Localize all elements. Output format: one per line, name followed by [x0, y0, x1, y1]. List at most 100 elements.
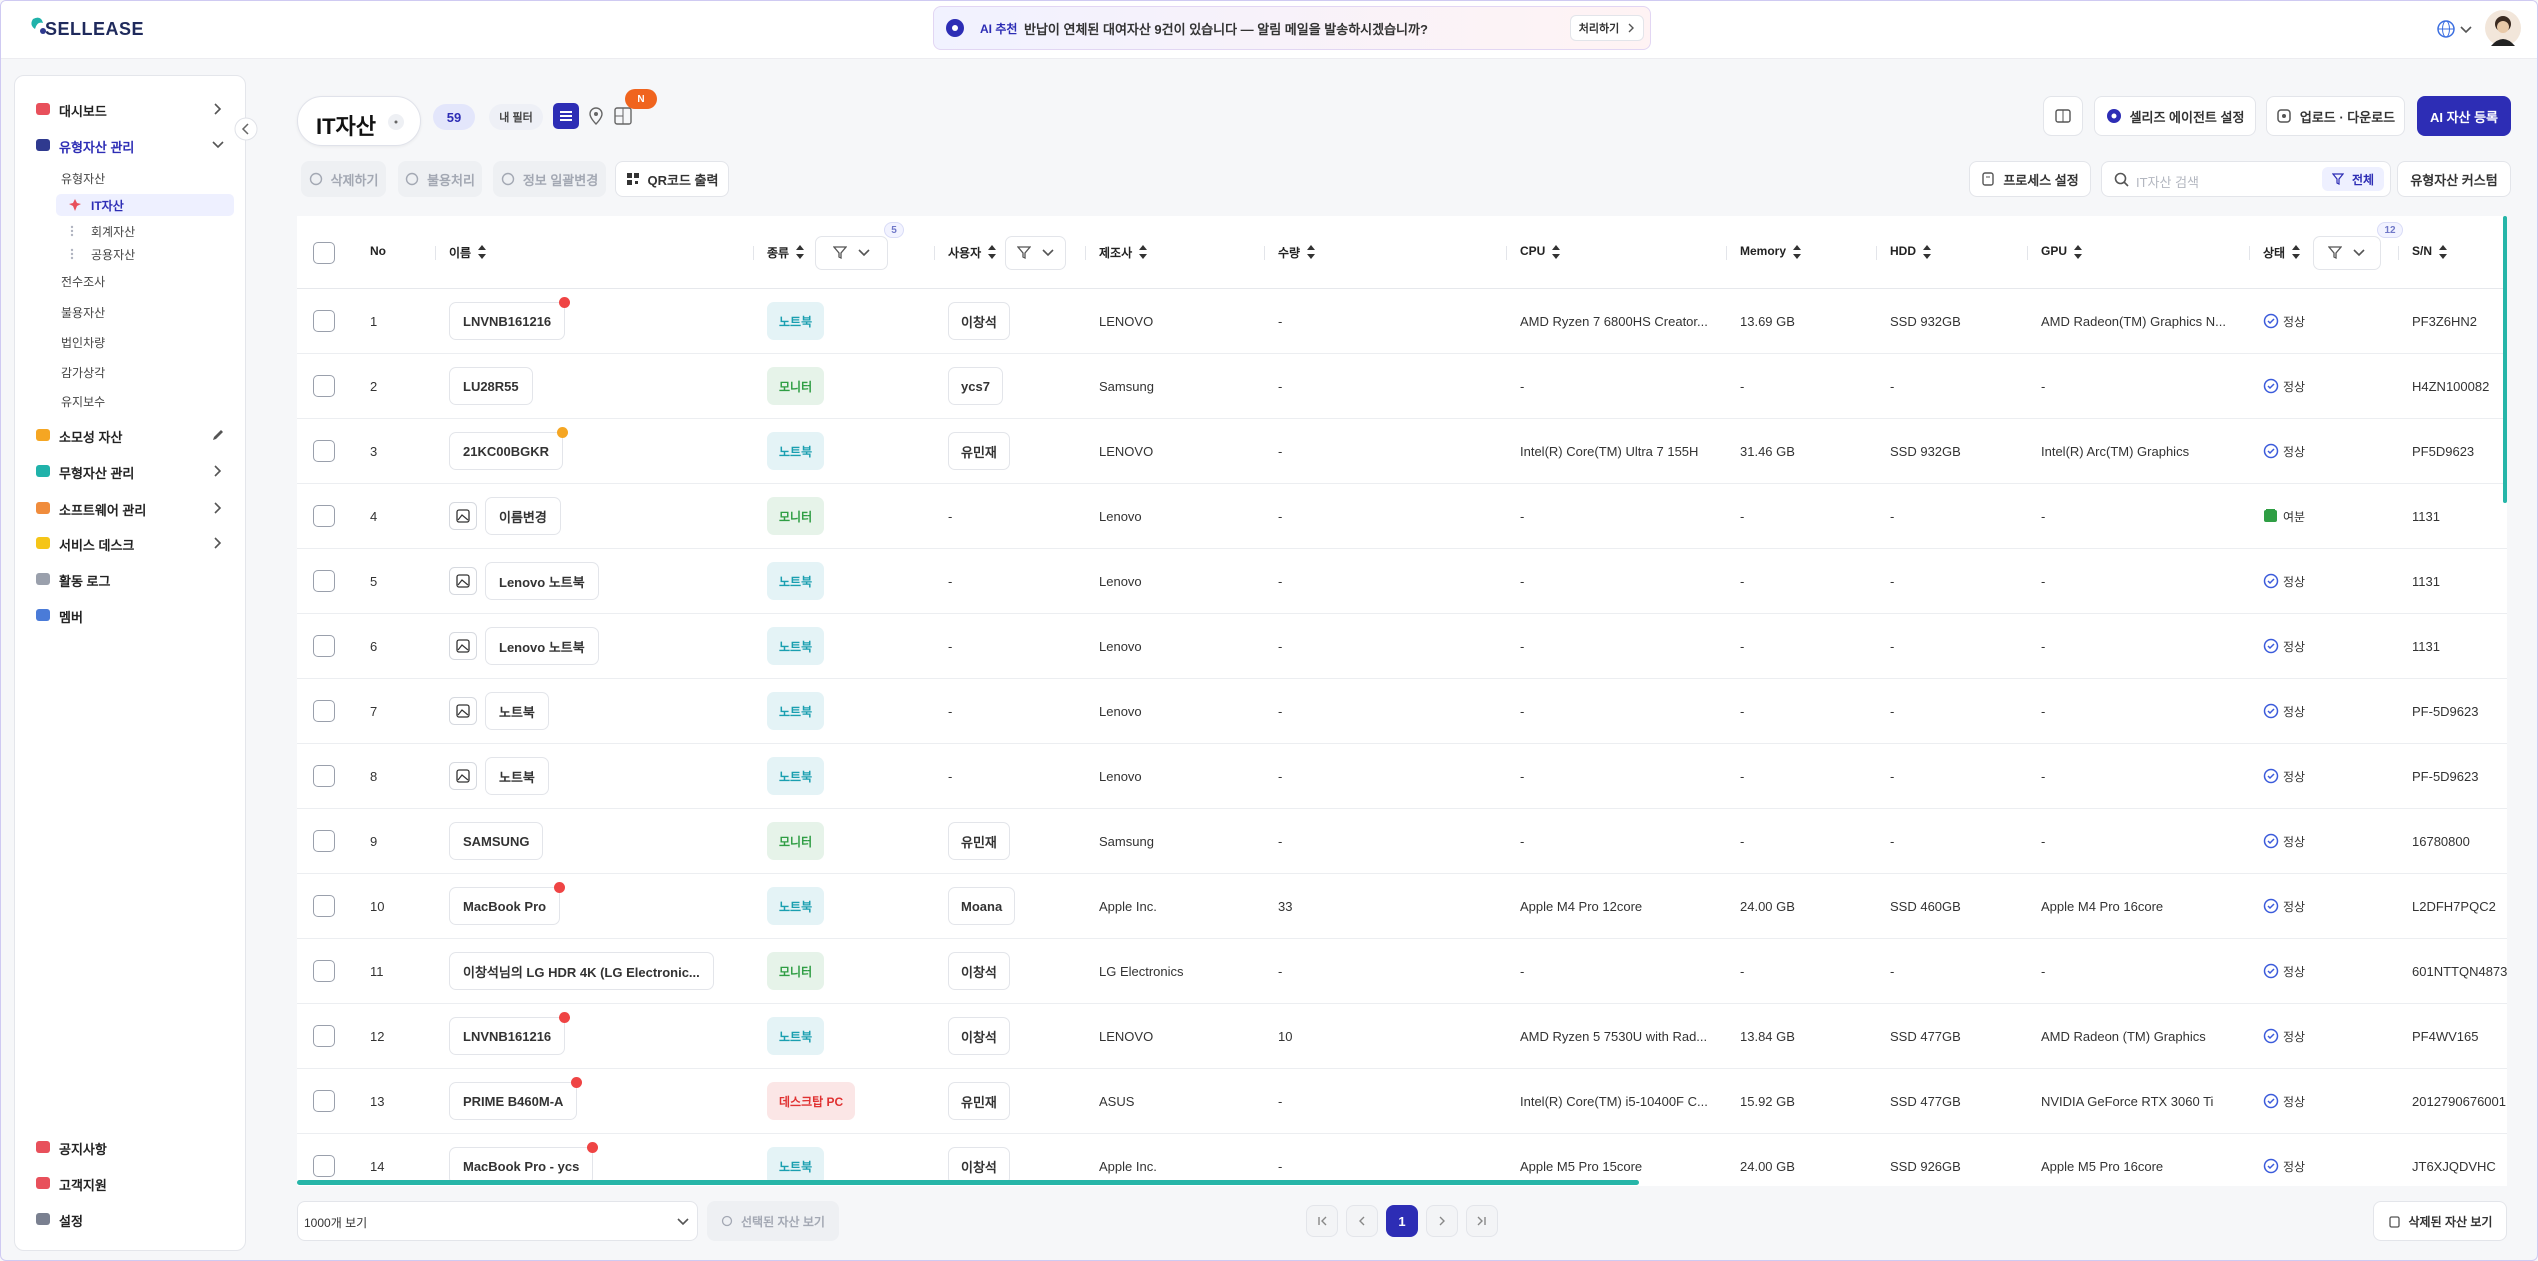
filter-chip[interactable]: 내 필터	[489, 104, 543, 130]
column-label[interactable]: 수량	[1278, 246, 1301, 260]
custom-button[interactable]: 유형자산 커스텀	[2397, 161, 2511, 197]
pagination-button[interactable]	[1466, 1205, 1498, 1237]
menu-item[interactable]: 불용자산	[61, 306, 106, 320]
name-pill[interactable]: LU28R55	[449, 367, 533, 405]
menu-item[interactable]: 고객지원	[59, 1178, 107, 1193]
sort-icon[interactable]	[1306, 245, 1316, 259]
user-pill[interactable]: 유민재	[948, 1082, 1010, 1120]
menu-item[interactable]: 활동 로그	[59, 574, 111, 589]
name-pill[interactable]: SAMSUNG	[449, 822, 544, 860]
sort-icon[interactable]	[1138, 245, 1148, 259]
search-box[interactable]: IT자산 검색 전체	[2101, 161, 2391, 197]
name-pill[interactable]: MacBook Pro	[449, 887, 561, 925]
name-pill[interactable]: Lenovo 노트북	[485, 627, 599, 665]
menu-chevron[interactable]	[211, 464, 225, 478]
row-checkbox[interactable]	[313, 895, 335, 917]
menu-item[interactable]: 유지보수	[61, 395, 106, 409]
toolbar-button[interactable]: QR코드 출력	[615, 161, 729, 197]
horizontal-scrollbar[interactable]	[297, 1180, 1639, 1185]
pagination-button[interactable]	[1426, 1205, 1458, 1237]
sort-icon[interactable]	[2291, 245, 2301, 259]
header-button[interactable]: 업로드 · 다운로드	[2266, 96, 2405, 136]
user-pill[interactable]: 이창석	[948, 1147, 1010, 1185]
header-button[interactable]: 셀리즈 에이전트 설정	[2094, 96, 2256, 136]
column-filter[interactable]	[2313, 236, 2381, 270]
row-checkbox[interactable]	[313, 440, 335, 462]
menu-item[interactable]: 설정	[59, 1214, 83, 1229]
sort-icon[interactable]	[987, 245, 997, 259]
user-pill[interactable]: 이창석	[948, 1017, 1010, 1055]
column-label[interactable]: Memory	[1740, 244, 1787, 258]
name-pill[interactable]: 21KC00BGKR	[449, 432, 563, 470]
menu-item[interactable]: 멤버	[59, 610, 83, 625]
page-size-select[interactable]: 1000개 보기	[297, 1201, 698, 1241]
menu-item[interactable]: 소프트웨어 관리	[59, 503, 147, 518]
menu-item[interactable]: 법인차량	[61, 336, 106, 350]
menu-item[interactable]: 전수조사	[61, 275, 106, 289]
name-pill[interactable]: 노트북	[485, 692, 549, 730]
menu-item[interactable]: 대시보드	[59, 104, 107, 119]
user-pill[interactable]: 유민재	[948, 822, 1010, 860]
menu-chevron[interactable]	[211, 501, 225, 515]
column-label[interactable]: HDD	[1890, 244, 1916, 258]
name-pill[interactable]: LNVNB161216	[449, 302, 566, 340]
row-checkbox[interactable]	[313, 765, 335, 787]
menu-chevron[interactable]	[211, 138, 225, 152]
menu-item[interactable]: 회계자산	[91, 225, 136, 239]
row-checkbox[interactable]	[313, 635, 335, 657]
map-view[interactable]	[587, 107, 605, 125]
column-filter[interactable]	[1005, 236, 1066, 270]
menu-item[interactable]: IT자산	[91, 199, 124, 213]
title-dropdown[interactable]	[388, 114, 404, 130]
menu-item[interactable]: 유형자산 관리	[59, 140, 135, 155]
column-label[interactable]: 종류	[767, 246, 790, 260]
menu-chevron[interactable]	[211, 102, 225, 116]
sort-icon[interactable]	[2438, 245, 2448, 259]
row-checkbox[interactable]	[313, 960, 335, 982]
sort-icon[interactable]	[1551, 245, 1561, 259]
menu-item[interactable]: 공지사항	[59, 1142, 107, 1157]
sidebar-collapse[interactable]	[234, 117, 258, 141]
user-pill[interactable]: Moana	[948, 887, 1016, 925]
pagination-button[interactable]	[1346, 1205, 1378, 1237]
row-checkbox[interactable]	[313, 1155, 335, 1177]
column-label[interactable]: CPU	[1520, 244, 1546, 258]
row-checkbox[interactable]	[313, 830, 335, 852]
column-label[interactable]: 이름	[449, 246, 472, 260]
column-label[interactable]: 사용자	[948, 246, 982, 260]
row-checkbox[interactable]	[313, 310, 335, 332]
menu-item[interactable]: 공용자산	[91, 248, 136, 262]
user-pill[interactable]: 이창석	[948, 952, 1010, 990]
header-button[interactable]: AI 자산 등록	[2417, 96, 2511, 136]
process-button[interactable]: 프로세스 설정	[1969, 161, 2091, 197]
list-view[interactable]	[553, 103, 579, 129]
name-pill[interactable]: 노트북	[485, 757, 549, 795]
selected-button[interactable]: 선택된 자산 보기	[707, 1201, 839, 1241]
vertical-scrollbar[interactable]	[2503, 216, 2507, 503]
user-pill[interactable]: 유민재	[948, 432, 1010, 470]
row-checkbox[interactable]	[313, 375, 335, 397]
column-label[interactable]: No	[370, 244, 386, 258]
toolbar-button[interactable]: 정보 일괄변경	[493, 161, 606, 197]
split-view[interactable]	[2043, 96, 2083, 136]
column-filter[interactable]	[815, 236, 888, 270]
column-label[interactable]: GPU	[2041, 244, 2068, 258]
name-pill[interactable]: 이창석님의 LG HDR 4K (LG Electronic...	[449, 952, 714, 990]
name-pill[interactable]: PRIME B460M-A	[449, 1082, 578, 1120]
name-pill[interactable]: 이름변경	[485, 497, 561, 535]
column-label[interactable]: 제조사	[1099, 246, 1133, 260]
toolbar-button[interactable]: 불용처리	[398, 161, 482, 197]
sort-icon[interactable]	[477, 245, 487, 259]
deleted-button[interactable]: 삭제된 자산 보기	[2373, 1201, 2507, 1241]
menu-item[interactable]: 소모성 자산	[59, 430, 123, 445]
sort-icon[interactable]	[1922, 245, 1932, 259]
avatar[interactable]	[2485, 10, 2521, 46]
current-page[interactable]: 1	[1386, 1205, 1418, 1237]
row-checkbox[interactable]	[313, 700, 335, 722]
menu-item[interactable]: 서비스 데스크	[59, 538, 135, 553]
row-checkbox[interactable]	[313, 1090, 335, 1112]
user-pill[interactable]: ycs7	[948, 367, 1003, 405]
menu-item[interactable]: 유형자산	[61, 172, 106, 186]
search-scope[interactable]: 전체	[2322, 167, 2384, 191]
column-label[interactable]: S/N	[2412, 244, 2433, 258]
